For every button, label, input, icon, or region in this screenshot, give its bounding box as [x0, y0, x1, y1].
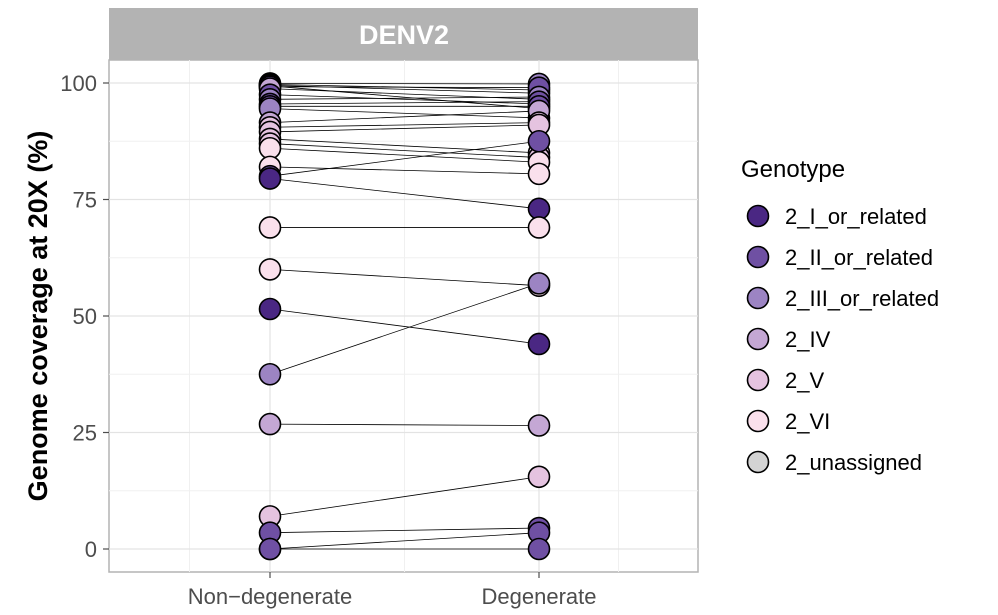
pair-line: [269, 143, 540, 158]
legend-label: 2_unassigned: [785, 450, 922, 475]
legend-key: [746, 204, 770, 228]
legend-key: [746, 286, 770, 310]
y-axis: 0 25 50 75 100: [60, 71, 109, 562]
legend-key: [746, 409, 770, 433]
x-tick-label: Non−degenerate: [188, 584, 353, 609]
facet-strip: [109, 8, 698, 60]
y-tick-label: 100: [60, 71, 97, 96]
pair-line: [269, 476, 540, 517]
pair-line: [269, 86, 540, 89]
legend-key: [746, 245, 770, 269]
data-point: [258, 167, 282, 190]
pair-line: [269, 147, 540, 163]
pair-line: [269, 308, 540, 345]
grid: [109, 60, 698, 572]
legend-label: 2_VI: [785, 409, 830, 434]
pair-line: [269, 178, 540, 210]
data-point: [258, 412, 282, 436]
pair-line: [269, 122, 540, 128]
legend-label: 2_III_or_related: [785, 286, 939, 311]
y-tick-label: 0: [85, 537, 97, 562]
x-axis: Non−degenerate Degenerate: [188, 572, 597, 609]
legend-label: 2_IV: [785, 327, 831, 352]
pair-line: [269, 532, 540, 550]
data-point: [527, 129, 551, 153]
data-point: [258, 537, 282, 561]
legend: 2_I_or_related 2_II_or_related 2_III_or_re…: [746, 204, 939, 475]
data-point: [258, 216, 282, 239]
legend-key: [746, 450, 770, 474]
pair-line: [269, 85, 540, 110]
legend-label: 2_II_or_related: [785, 245, 933, 270]
data-point: [258, 297, 282, 321]
pair-line: [269, 138, 540, 154]
pair-line: [269, 101, 540, 105]
y-tick-label: 75: [73, 188, 97, 213]
legend-label: 2_V: [785, 368, 824, 393]
data-point: [258, 362, 282, 386]
y-tick-label: 50: [73, 304, 97, 329]
pair-lines: [269, 83, 540, 550]
data-point: [527, 272, 551, 295]
pair-line: [269, 96, 540, 100]
x-tick-label: Degenerate: [482, 584, 597, 609]
data-point: [527, 414, 551, 437]
legend-key: [746, 327, 770, 351]
pair-line: [269, 269, 540, 287]
y-tick-label: 25: [73, 421, 97, 446]
pair-line: [269, 423, 540, 426]
pair-line: [269, 108, 540, 119]
legend-title: Genotype: [741, 156, 845, 183]
facet-title: DENV2: [359, 20, 449, 50]
data-point: [527, 332, 551, 356]
pair-line: [269, 140, 540, 177]
data-point: [258, 258, 282, 281]
data-point: [527, 216, 551, 239]
data-point: [527, 537, 551, 561]
data-points: [258, 72, 551, 561]
pair-line: [269, 283, 540, 375]
data-point: [527, 162, 551, 186]
data-point: [527, 465, 551, 489]
legend-key: [746, 368, 770, 392]
pair-line: [269, 110, 540, 124]
pair-line: [269, 166, 540, 175]
y-axis-title: Genome coverage at 20X (%): [23, 131, 53, 502]
pair-line: [269, 124, 540, 133]
legend-label: 2_I_or_related: [785, 204, 927, 229]
pair-line: [269, 527, 540, 534]
